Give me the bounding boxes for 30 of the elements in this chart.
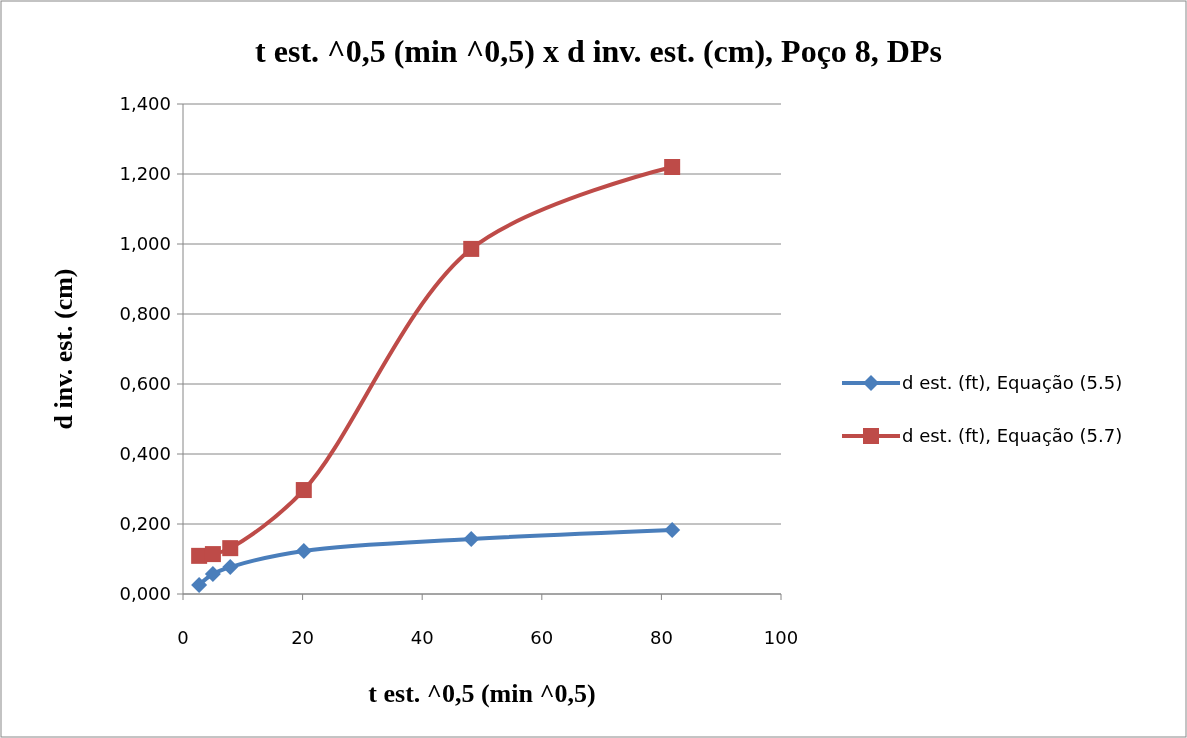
point bbox=[191, 576, 208, 593]
point bbox=[295, 542, 312, 559]
x-axis-title: t est. ^0,5 (min ^0,5) bbox=[368, 679, 596, 708]
point bbox=[463, 240, 480, 257]
point bbox=[295, 482, 312, 499]
point bbox=[664, 521, 681, 538]
y-tick-label: 0,200 bbox=[119, 513, 171, 535]
y-tick-label: 1,400 bbox=[119, 93, 171, 115]
legend-label: d est. (ft), Equação (5.7) bbox=[902, 425, 1123, 447]
y-axis-title: d inv. est. (cm) bbox=[49, 268, 78, 430]
y-tick-label: 1,200 bbox=[119, 163, 171, 185]
point bbox=[204, 546, 221, 563]
y-tick-label: 0,600 bbox=[119, 373, 171, 395]
y-tick-label: 0,800 bbox=[119, 303, 171, 325]
x-tick-label: 60 bbox=[530, 627, 554, 648]
point bbox=[222, 559, 239, 576]
y-tick-label: 0,000 bbox=[119, 583, 171, 605]
point bbox=[222, 540, 239, 557]
legend-label: d est. (ft), Equação (5.5) bbox=[902, 372, 1123, 394]
point bbox=[463, 531, 480, 548]
y-tick-label: 0,400 bbox=[119, 443, 171, 465]
y-tick-label: 1,000 bbox=[119, 233, 171, 255]
x-tick-label: 40 bbox=[410, 627, 434, 648]
x-tick-label: 0 bbox=[177, 627, 189, 648]
x-tick-label: 20 bbox=[291, 627, 315, 648]
x-tick-label: 100 bbox=[763, 627, 799, 648]
point bbox=[204, 566, 221, 583]
point bbox=[664, 159, 681, 175]
x-tick-label: 80 bbox=[649, 627, 673, 648]
chart-title: t est. ^0,5 (min ^0,5) x d inv. est. (cm), Poço 8, DPs bbox=[255, 33, 942, 69]
